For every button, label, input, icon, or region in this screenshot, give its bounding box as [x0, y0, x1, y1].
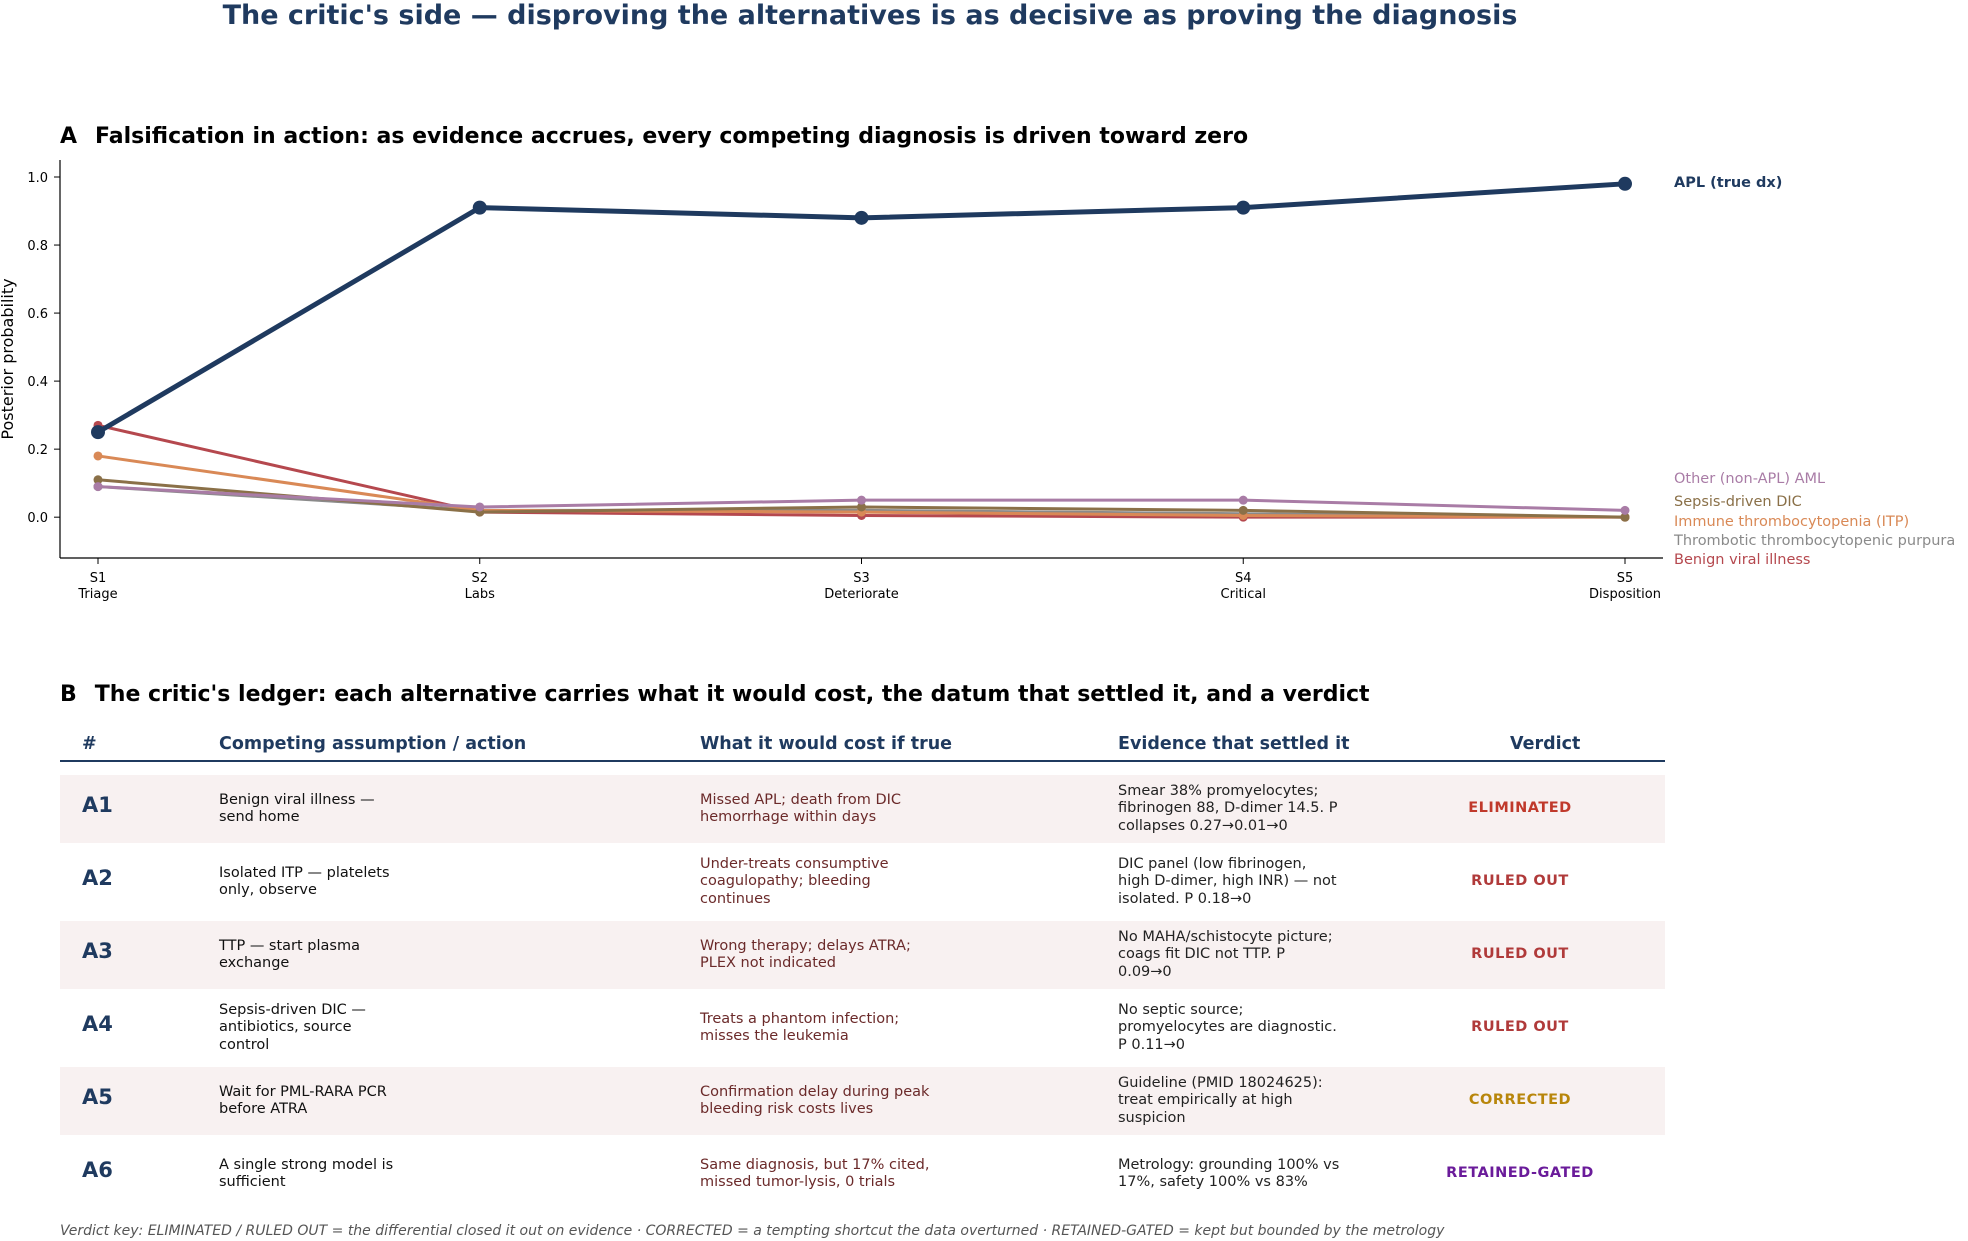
row-evidence: Smear 38% promyelocytes; fibrinogen 88, D… [1118, 782, 1338, 834]
data-point [854, 210, 869, 225]
y-axis-label: Posterior probability [0, 278, 17, 439]
data-point [93, 482, 103, 492]
x-tick-label: S2 [471, 571, 488, 586]
row-evidence: No septic source; promyelocytes are diagn… [1118, 1001, 1337, 1053]
row-id: A4 [82, 1012, 113, 1036]
row-assumption: Wait for PML-RARA PCR before ATRA [219, 1083, 387, 1118]
x-tick-label: Disposition [1589, 587, 1661, 602]
row-evidence: No MAHA/schistocyte picture; coags fit DI… [1118, 928, 1333, 980]
table-row: A2 Isolated ITP — platelets only, observe U… [60, 848, 1665, 916]
data-point [93, 475, 103, 485]
data-point [475, 502, 485, 512]
x-tick-label: Labs [465, 587, 495, 602]
data-point [1620, 512, 1630, 522]
row-assumption: A single strong model is sufficient [219, 1156, 394, 1191]
panel-a-letter: A [60, 124, 78, 149]
data-point [472, 200, 487, 215]
table-row: A5 Wait for PML-RARA PCR before ATRA Confir… [60, 1067, 1665, 1135]
panel-a-title-text: Falsification in action: as evidence acc… [95, 124, 1249, 149]
header-verdict: Verdict [1510, 734, 1581, 754]
row-cost: Treats a phantom infection; misses the le… [700, 1010, 900, 1045]
data-point [1620, 505, 1630, 515]
row-id: A6 [82, 1158, 113, 1182]
x-tick-label: Deteriorate [824, 587, 898, 602]
data-point [1618, 176, 1632, 191]
critics-ledger-table: # Competing assumption / action What it … [60, 730, 1665, 1208]
x-tick-label: S1 [90, 571, 107, 586]
data-point [857, 495, 866, 505]
y-tick-label: 1.0 [27, 171, 48, 186]
row-assumption: Benign viral illness — send home [219, 791, 375, 826]
panel-b-title: B The critic's ledger: each alternative c… [60, 682, 1370, 707]
series-label: Sepsis-driven DIC [1674, 494, 1802, 510]
data-point [91, 425, 105, 440]
row-verdict: RULED OUT [1471, 873, 1569, 890]
row-id: A2 [82, 866, 113, 890]
y-tick-label: 0.2 [27, 443, 48, 458]
row-assumption: Isolated ITP — platelets only, observe [219, 864, 390, 899]
row-cost: Under-treats consumptive coagulopathy; bl… [700, 855, 889, 907]
x-tick-label: S4 [1235, 571, 1252, 586]
header-number: # [82, 734, 97, 754]
header-evidence: Evidence that settled it [1118, 734, 1350, 754]
row-cost: Confirmation delay during peak bleeding r… [700, 1083, 930, 1118]
y-tick-label: 0.0 [27, 511, 48, 526]
panel-a-title: A Falsification in action: as evidence ac… [60, 124, 1248, 149]
y-tick-label: 0.4 [27, 375, 48, 390]
series-label: Other (non-APL) AML [1674, 471, 1825, 487]
row-cost: Wrong therapy; delays ATRA; PLEX not indi… [700, 937, 911, 972]
row-id: A5 [82, 1085, 113, 1109]
row-verdict: RULED OUT [1471, 946, 1569, 963]
series-label: APL (true dx) [1674, 175, 1782, 191]
row-evidence: Guideline (PMID 18024625): treat empirica… [1118, 1074, 1323, 1126]
panel-b-letter: B [60, 682, 77, 707]
header-cost: What it would cost if true [700, 734, 953, 754]
y-tick-label: 0.6 [27, 307, 48, 322]
y-tick-label: 0.8 [27, 239, 48, 254]
data-point [1238, 505, 1248, 515]
data-point [1238, 495, 1248, 505]
row-cost: Same diagnosis, but 17% cited, missed tum… [700, 1156, 930, 1191]
table-row: A3 TTP — start plasma exchange Wrong therap… [60, 921, 1665, 989]
x-tick-label: S5 [1617, 571, 1634, 586]
row-verdict: CORRECTED [1468, 1092, 1572, 1109]
data-point [93, 451, 103, 461]
page-title: The critic's side — disproving the alter… [222, 0, 1518, 31]
x-tick-label: Triage [77, 587, 117, 602]
series-label: Benign viral illness [1674, 552, 1811, 568]
table-header: # Competing assumption / action What it … [60, 730, 1665, 762]
series-label: Thrombotic thrombocytopenic purpura [1673, 533, 1955, 549]
table-row: A6 A single strong model is sufficient Same… [60, 1140, 1665, 1208]
row-id: A3 [82, 939, 113, 963]
row-verdict: RETAINED-GATED [1446, 1165, 1594, 1182]
table-row: A4 Sepsis-driven DIC — antibiotics, source… [60, 994, 1665, 1062]
posterior-line-chart: 0.0 0.2 0.4 0.6 0.8 1.0 Posterior probability S… [0, 160, 1955, 602]
row-evidence: DIC panel (low fibrinogen, high D-dimer, … [1118, 855, 1337, 907]
row-evidence: Metrology: grounding 100% vs 17%, safety … [1118, 1156, 1340, 1191]
row-assumption: TTP — start plasma exchange [219, 937, 360, 972]
series-label: Immune thrombocytopenia (ITP) [1674, 514, 1909, 530]
row-id: A1 [82, 793, 113, 817]
data-point [857, 502, 866, 512]
panel-b-title-text: The critic's ledger: each alternative ca… [94, 682, 1370, 707]
row-assumption: Sepsis-driven DIC — antibiotics, source co… [219, 1001, 366, 1053]
data-point [1236, 200, 1251, 215]
row-cost: Missed APL; death from DIC hemorrhage wit… [700, 791, 902, 826]
header-assumption: Competing assumption / action [219, 734, 527, 754]
row-verdict: RULED OUT [1471, 1019, 1569, 1036]
x-tick-label: S3 [853, 571, 870, 586]
x-tick-label: Critical [1221, 587, 1266, 602]
table-row: A1 Benign viral illness — send home Missed … [60, 775, 1665, 843]
verdict-key: Verdict key: ELIMINATED / RULED OUT = th… [60, 1223, 1445, 1239]
row-verdict: ELIMINATED [1468, 800, 1572, 817]
table-body: A1 Benign viral illness — send home Missed … [60, 775, 1665, 1208]
